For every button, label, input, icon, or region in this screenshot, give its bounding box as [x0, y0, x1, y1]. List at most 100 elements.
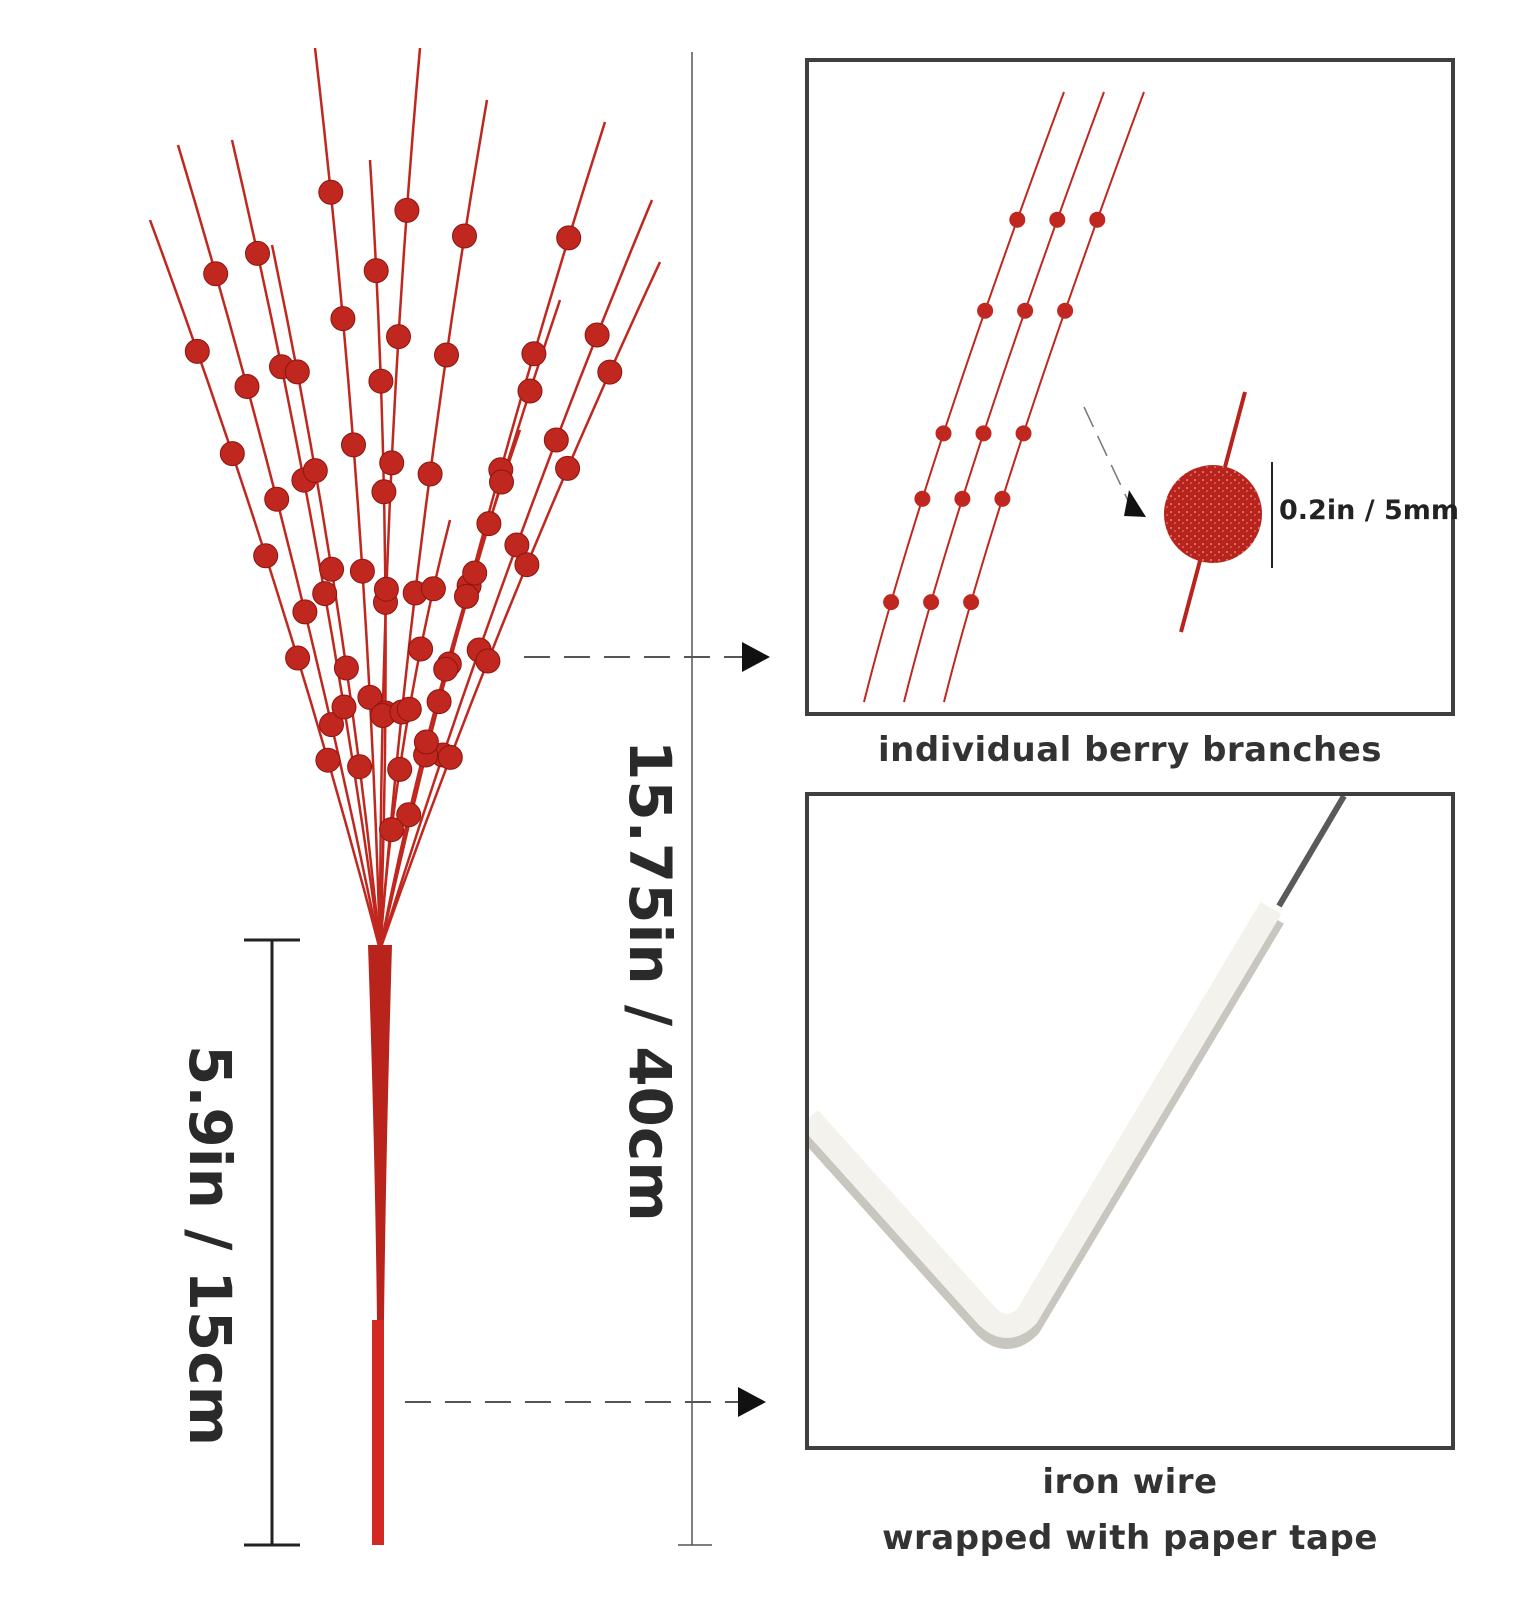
- berry: [331, 694, 357, 720]
- magnified-berry-shine: [1164, 465, 1262, 563]
- berry: [521, 341, 547, 367]
- berry-branches-caption: individual berry branches: [878, 730, 1382, 770]
- berry: [387, 756, 413, 782]
- berry: [475, 648, 501, 674]
- closeup-berry: [977, 302, 994, 319]
- closeup-wire: [903, 91, 1105, 703]
- branch-stem: [378, 429, 522, 951]
- berry: [319, 712, 344, 738]
- closeup-berry: [994, 490, 1011, 507]
- berry: [379, 817, 404, 843]
- berry: [437, 744, 463, 770]
- berry: [219, 441, 245, 467]
- berry: [319, 556, 345, 582]
- berry: [363, 258, 389, 284]
- berry: [543, 427, 569, 453]
- berry-branches-panel: 0.2in / 5mm: [805, 58, 1459, 716]
- closeup-berry: [1057, 302, 1074, 319]
- closeup-berries: [883, 211, 1106, 611]
- berry: [264, 486, 290, 512]
- berry: [426, 689, 452, 715]
- berry: [315, 747, 341, 773]
- berry: [357, 684, 383, 710]
- paper-tape-caption: wrapped with paper tape: [882, 1518, 1378, 1558]
- berry: [333, 655, 359, 681]
- berry: [396, 802, 422, 828]
- berry: [452, 223, 477, 249]
- berry: [514, 552, 540, 578]
- berry-pointer-line: [1083, 406, 1132, 508]
- branch-stem: [378, 199, 654, 951]
- berry: [245, 240, 270, 266]
- berry: [373, 576, 399, 602]
- berry: [347, 754, 373, 780]
- closeup-berry: [883, 594, 900, 611]
- berry: [394, 197, 420, 223]
- berry: [253, 543, 279, 569]
- closeup-berry: [1009, 211, 1026, 228]
- berry: [597, 359, 623, 385]
- branch-berries: [184, 179, 623, 843]
- closeup-berry: [914, 490, 931, 507]
- bare-wire-tip: [1276, 796, 1347, 908]
- berry: [203, 261, 229, 287]
- berry: [284, 359, 310, 385]
- berry: [379, 450, 405, 476]
- wrapped-stem: [368, 945, 392, 1320]
- closeup-berry: [1089, 211, 1106, 228]
- berry: [413, 729, 439, 755]
- paper-wrapped-wire: [809, 901, 1282, 1338]
- berry: [489, 469, 514, 495]
- closeup-wire: [943, 91, 1145, 703]
- berry: [285, 645, 311, 671]
- closeup-wires: [863, 91, 1145, 703]
- closeup-berry: [923, 594, 940, 611]
- iron-wire-caption: iron wire: [1042, 1462, 1218, 1502]
- branch-stem: [176, 144, 382, 951]
- closeup-berry: [935, 425, 952, 442]
- berry: [386, 324, 411, 350]
- berry: [349, 558, 375, 584]
- berry-pointer-arrow: [1124, 490, 1146, 517]
- berry: [433, 656, 459, 682]
- berry: [408, 636, 434, 662]
- berry: [330, 306, 356, 332]
- berry: [312, 581, 338, 607]
- pointer-arrow-top: [742, 642, 770, 672]
- berry: [396, 696, 422, 722]
- berry: [454, 583, 479, 609]
- berry-branches-closeup: [863, 91, 1273, 703]
- stem-length-label: 5.9in / 15cm: [176, 1045, 244, 1447]
- berry: [584, 322, 610, 348]
- berry: [184, 338, 210, 364]
- berry: [504, 532, 530, 558]
- branch-stem: [313, 47, 382, 951]
- berry: [555, 455, 581, 481]
- closeup-wire: [863, 91, 1065, 703]
- berry: [318, 179, 344, 205]
- closeup-berry: [1049, 211, 1066, 228]
- berry: [517, 378, 543, 404]
- closeup-berry: [963, 594, 980, 611]
- berry: [420, 576, 446, 602]
- wire-stem: [372, 1320, 384, 1545]
- berry: [462, 560, 488, 586]
- berry-diameter-label: 0.2in / 5mm: [1279, 495, 1460, 526]
- berry: [476, 511, 502, 537]
- iron-wire-panel: [805, 792, 1455, 1450]
- closeup-berry: [975, 425, 992, 442]
- berry: [556, 225, 582, 251]
- branch-stem: [378, 261, 662, 951]
- closeup-berry: [954, 490, 971, 507]
- branch-stem: [148, 219, 382, 951]
- berry: [292, 599, 318, 625]
- berry: [371, 479, 397, 505]
- total-length-label: 15.75in / 40cm: [616, 740, 684, 1222]
- berry: [341, 432, 366, 458]
- iron-wire-closeup: [809, 796, 1347, 1349]
- berry: [368, 368, 394, 394]
- closeup-berry: [1015, 425, 1032, 442]
- berry: [302, 458, 328, 484]
